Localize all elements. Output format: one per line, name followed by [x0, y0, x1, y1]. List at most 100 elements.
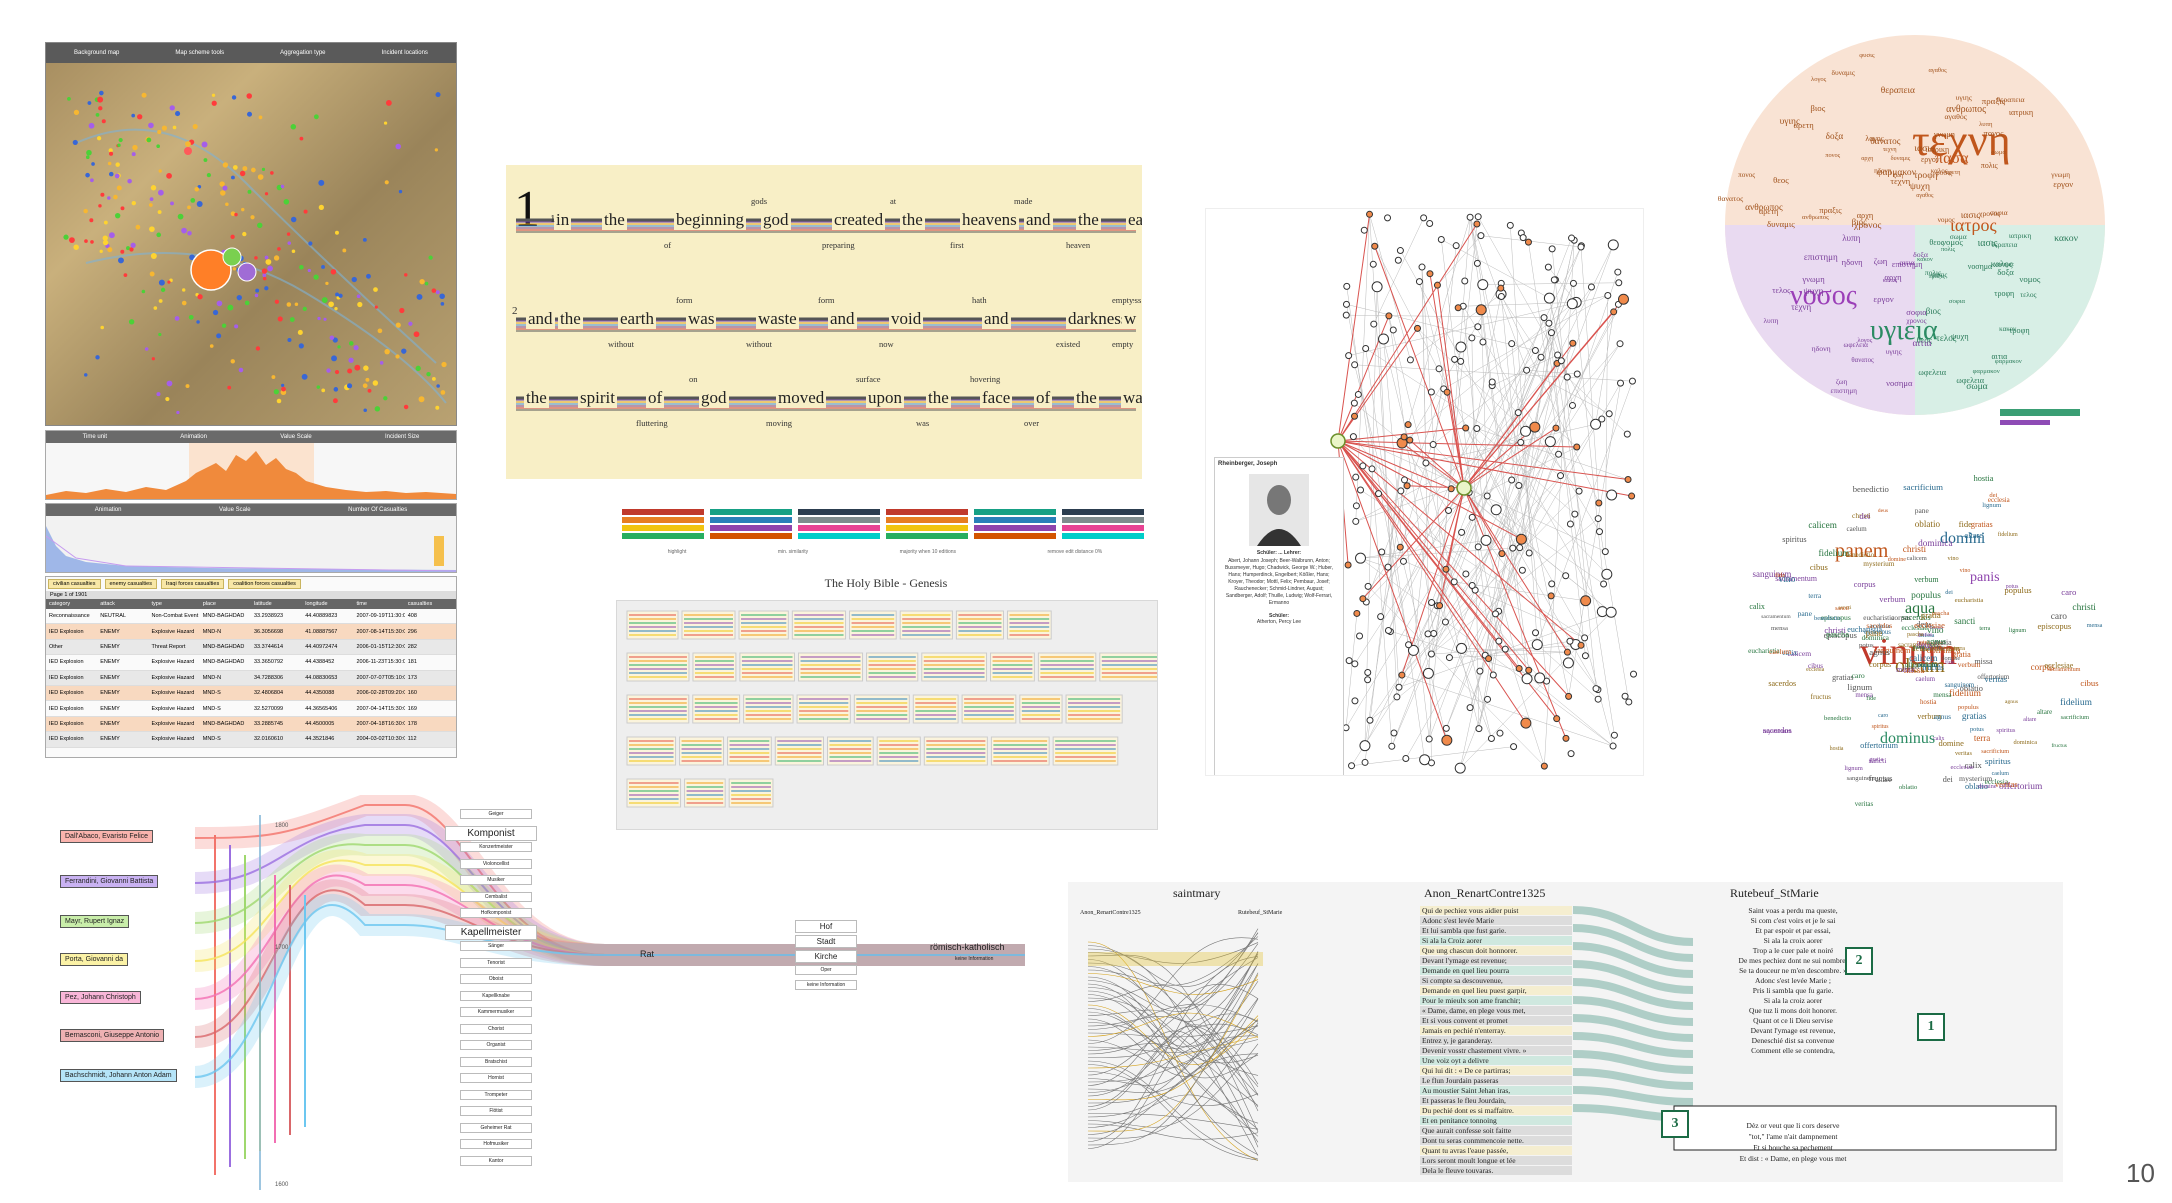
left-text-line[interactable]: Devant l'ymage est revenue;	[1420, 956, 1572, 965]
right-text-line[interactable]: Et par espoir et par essai,	[1755, 926, 1831, 935]
right-text-line[interactable]: Si com c'est voirs et je le sai	[1750, 916, 1836, 925]
role-node[interactable]: Kapellmeister	[445, 924, 537, 940]
tl2-animation[interactable]: Animation	[94, 507, 122, 513]
person-label[interactable]: Porta, Giovanni da	[60, 953, 128, 966]
person-label[interactable]: Bernasconi, Giuseppe Antonio	[60, 1029, 165, 1042]
right-text-line[interactable]: Trop a le cuer pale et noiré	[1752, 946, 1834, 955]
role-node[interactable]: Cembalist	[460, 891, 532, 902]
musician-storyline[interactable]: Dall'Abaco, Evaristo Felice Ferrandini, G…	[45, 795, 1025, 1190]
right-text-line[interactable]: Que tuz li mons doit honorer.	[1749, 1006, 1837, 1015]
tl-value-scale[interactable]: Value Scale	[280, 434, 312, 440]
teacher-student-network[interactable]: Rheinberger, Joseph Schüler: ... Lehrer:…	[1205, 208, 1644, 776]
node-rat[interactable]: Rat	[640, 949, 655, 959]
person-label[interactable]: Ferrandini, Giovanni Battista	[60, 875, 159, 888]
left-text-line[interactable]: Devenir vosstr chastement vivre. »	[1420, 1046, 1572, 1055]
right-text-line[interactable]: Devant l'ymage est revenue,	[1750, 1026, 1836, 1035]
person-label[interactable]: Bachschmidt, Johann Anton Adam	[60, 1069, 177, 1082]
role-node[interactable]: Sänger	[460, 941, 532, 951]
right-text-line[interactable]: Se ta douceur ne m'en descombre. »	[1739, 966, 1847, 975]
place-node[interactable]: Hof	[795, 920, 857, 933]
left-text-line[interactable]: Au moustier Saint Jehan iras,	[1420, 1086, 1572, 1095]
edition-legend[interactable]: highlight min. similarity majority when …	[622, 509, 1148, 564]
role-node[interactable]: Flötist	[460, 1106, 532, 1116]
table-row[interactable]: IED Explosion ENEMY Explosive Hazard MND-N 3…	[46, 670, 456, 686]
left-text-line[interactable]: Que aurait confesse soit faitte	[1420, 1126, 1572, 1135]
tl2-value-scale[interactable]: Value Scale	[219, 507, 251, 513]
tab-enemy[interactable]: enemy casualties	[104, 579, 157, 589]
left-text-line[interactable]: Qui de pechiez vous aidier puist	[1420, 906, 1572, 915]
legend-edit-distance[interactable]: remove edit distance 0%	[1047, 549, 1103, 555]
left-text-line[interactable]: Lors seront moult longue et lée	[1420, 1156, 1572, 1165]
badge-2[interactable]: 2	[1845, 947, 1873, 975]
tab-iraqi[interactable]: Iraqi forces casualties	[161, 579, 225, 589]
right-text-line[interactable]: Deneschié dist sa convenue	[1751, 1036, 1835, 1045]
left-text-line[interactable]: Et passeras le fleu Jourdain,	[1420, 1096, 1572, 1105]
left-text-line[interactable]: Une voiz oyt a delivre	[1420, 1056, 1572, 1065]
left-text-line[interactable]: Demande en quel lieu pourra	[1420, 966, 1572, 975]
left-text-line[interactable]: Si compte sa descouvenue,	[1420, 976, 1572, 985]
right-text-line[interactable]: Pris li sambla que fu garie.	[1752, 986, 1834, 995]
table-row[interactable]: IED Explosion ENEMY Explosive Hazard MND-BA…	[46, 716, 456, 733]
right-text-line[interactable]: Adonc s'est levée Marie ;	[1755, 976, 1831, 985]
table-row[interactable]: IED Explosion ENEMY Explosive Hazard MND-N 3…	[46, 624, 456, 640]
tl2-casualties[interactable]: Number Of Casualties	[348, 507, 408, 513]
person-label[interactable]: Mayr, Rupert Ignaz	[60, 915, 130, 928]
place-node[interactable]: keine Information	[795, 980, 857, 990]
left-text-line[interactable]: Et en penitance tonnoing	[1420, 1116, 1572, 1125]
left-text-line[interactable]: Demande en quel lieu puest garpir,	[1420, 986, 1572, 995]
casualty-table[interactable]: civilian casualties enemy casualties Ira…	[45, 576, 457, 758]
role-node[interactable]: Kapellknabe	[460, 990, 532, 1001]
role-node[interactable]: Komponist	[445, 825, 537, 841]
role-node[interactable]: Hornist	[460, 1073, 532, 1083]
legend-min-similarity[interactable]: min. similarity	[777, 549, 809, 555]
left-text-line[interactable]: Et lui sambla que fust garie.	[1420, 926, 1572, 935]
legend-majority[interactable]: majority when 10 editions	[899, 549, 957, 555]
right-text-line[interactable]: Si ala la croiz aorer	[1763, 996, 1823, 1005]
left-text-line[interactable]: Pour le mieulx son ame franchir;	[1420, 996, 1572, 1005]
confession-catholic[interactable]: römisch-katholisch	[930, 942, 1005, 952]
role-node[interactable]: Organist	[460, 1040, 532, 1050]
badge-3[interactable]: 3	[1661, 1110, 1689, 1138]
confession-unknown[interactable]: keine Information	[955, 956, 994, 962]
place-node[interactable]: Kirche	[795, 950, 857, 963]
role-node[interactable]: Geiger	[460, 809, 532, 819]
tab-coalition[interactable]: coalition forces casualties	[228, 579, 301, 589]
left-text-line[interactable]: Jamais en pechié n'enterray.	[1420, 1026, 1572, 1035]
left-text-line[interactable]: Si ala la Croiz aorer	[1420, 936, 1572, 945]
table-row[interactable]: IED Explosion ENEMY Explosive Hazard MND-BA…	[46, 655, 456, 671]
role-node[interactable]: Konzertmeister	[460, 842, 532, 852]
right-text-line[interactable]: De mes pechiez dont ne sui nombre,	[1738, 956, 1848, 965]
right-text-line[interactable]: Saint voas a perdu ma queste,	[1748, 906, 1838, 915]
text-reuse-alignment[interactable]: saintmary Anon_RenartContre1325 Rutebeuf…	[1068, 882, 2063, 1182]
table-row[interactable]: IED Explosion ENEMY Explosive Hazard MND-S 3…	[46, 732, 456, 748]
role-node[interactable]: Kantor	[460, 1155, 532, 1166]
left-text-line[interactable]: Dela le fleuve touvaras.	[1420, 1166, 1572, 1175]
table-row[interactable]: IED Explosion ENEMY Explosive Hazard MND-S 3…	[46, 685, 456, 702]
right-text-line[interactable]: "tot," l'ame n'ait dampnement	[1748, 1132, 1838, 1141]
table-row[interactable]: Reconnaissance NEUTRAL Non-Combat Event MND…	[46, 609, 456, 625]
timeline-incidents[interactable]: Time unit Animation Value Scale Incident…	[45, 430, 457, 500]
table-pager[interactable]: Page 1 of 1901	[46, 591, 456, 599]
legend-highlight[interactable]: highlight	[667, 549, 687, 555]
table-row[interactable]: Other ENEMY Threat Report MND-BAGHDAD 33.374…	[46, 639, 456, 656]
timeline-casualties[interactable]: Animation Value Scale Number Of Casualti…	[45, 503, 457, 573]
left-text-line[interactable]: Adonc s'est levée Marie	[1420, 916, 1572, 925]
right-text-line[interactable]: Et dist : « Dame, en plege vous met	[1739, 1154, 1847, 1163]
role-node[interactable]: Violoncellist	[460, 858, 532, 869]
map-control-locations[interactable]: Incident locations	[381, 50, 428, 56]
role-node[interactable]: Trompeter	[460, 1089, 532, 1100]
role-node[interactable]: Kammermusiker	[460, 1007, 532, 1017]
right-text-line[interactable]: Dèz or veut que li cors deserve	[1746, 1121, 1840, 1130]
left-text-line[interactable]: Le flun Jourdain passeras	[1420, 1076, 1572, 1085]
incident-map[interactable]: Background map Map scheme tools Aggregat…	[45, 42, 457, 426]
person-label[interactable]: Pez, Johann Christoph	[60, 991, 141, 1004]
role-node[interactable]: Musiker	[460, 875, 532, 885]
right-text-line[interactable]: Comment elle se contendra,	[1751, 1046, 1835, 1055]
map-control-background[interactable]: Background map	[74, 50, 120, 56]
tl-time-unit[interactable]: Time unit	[82, 434, 108, 440]
map-control-scheme[interactable]: Map scheme tools	[175, 50, 225, 56]
left-text-line[interactable]: Et si vous convent et promet	[1420, 1016, 1572, 1025]
person-label[interactable]: Dall'Abaco, Evaristo Felice	[60, 830, 154, 843]
left-text-line[interactable]: Qui lui dit : « De ce partirras;	[1420, 1066, 1572, 1075]
left-text-line[interactable]: « Dame, dame, en plege vous met,	[1420, 1006, 1572, 1015]
